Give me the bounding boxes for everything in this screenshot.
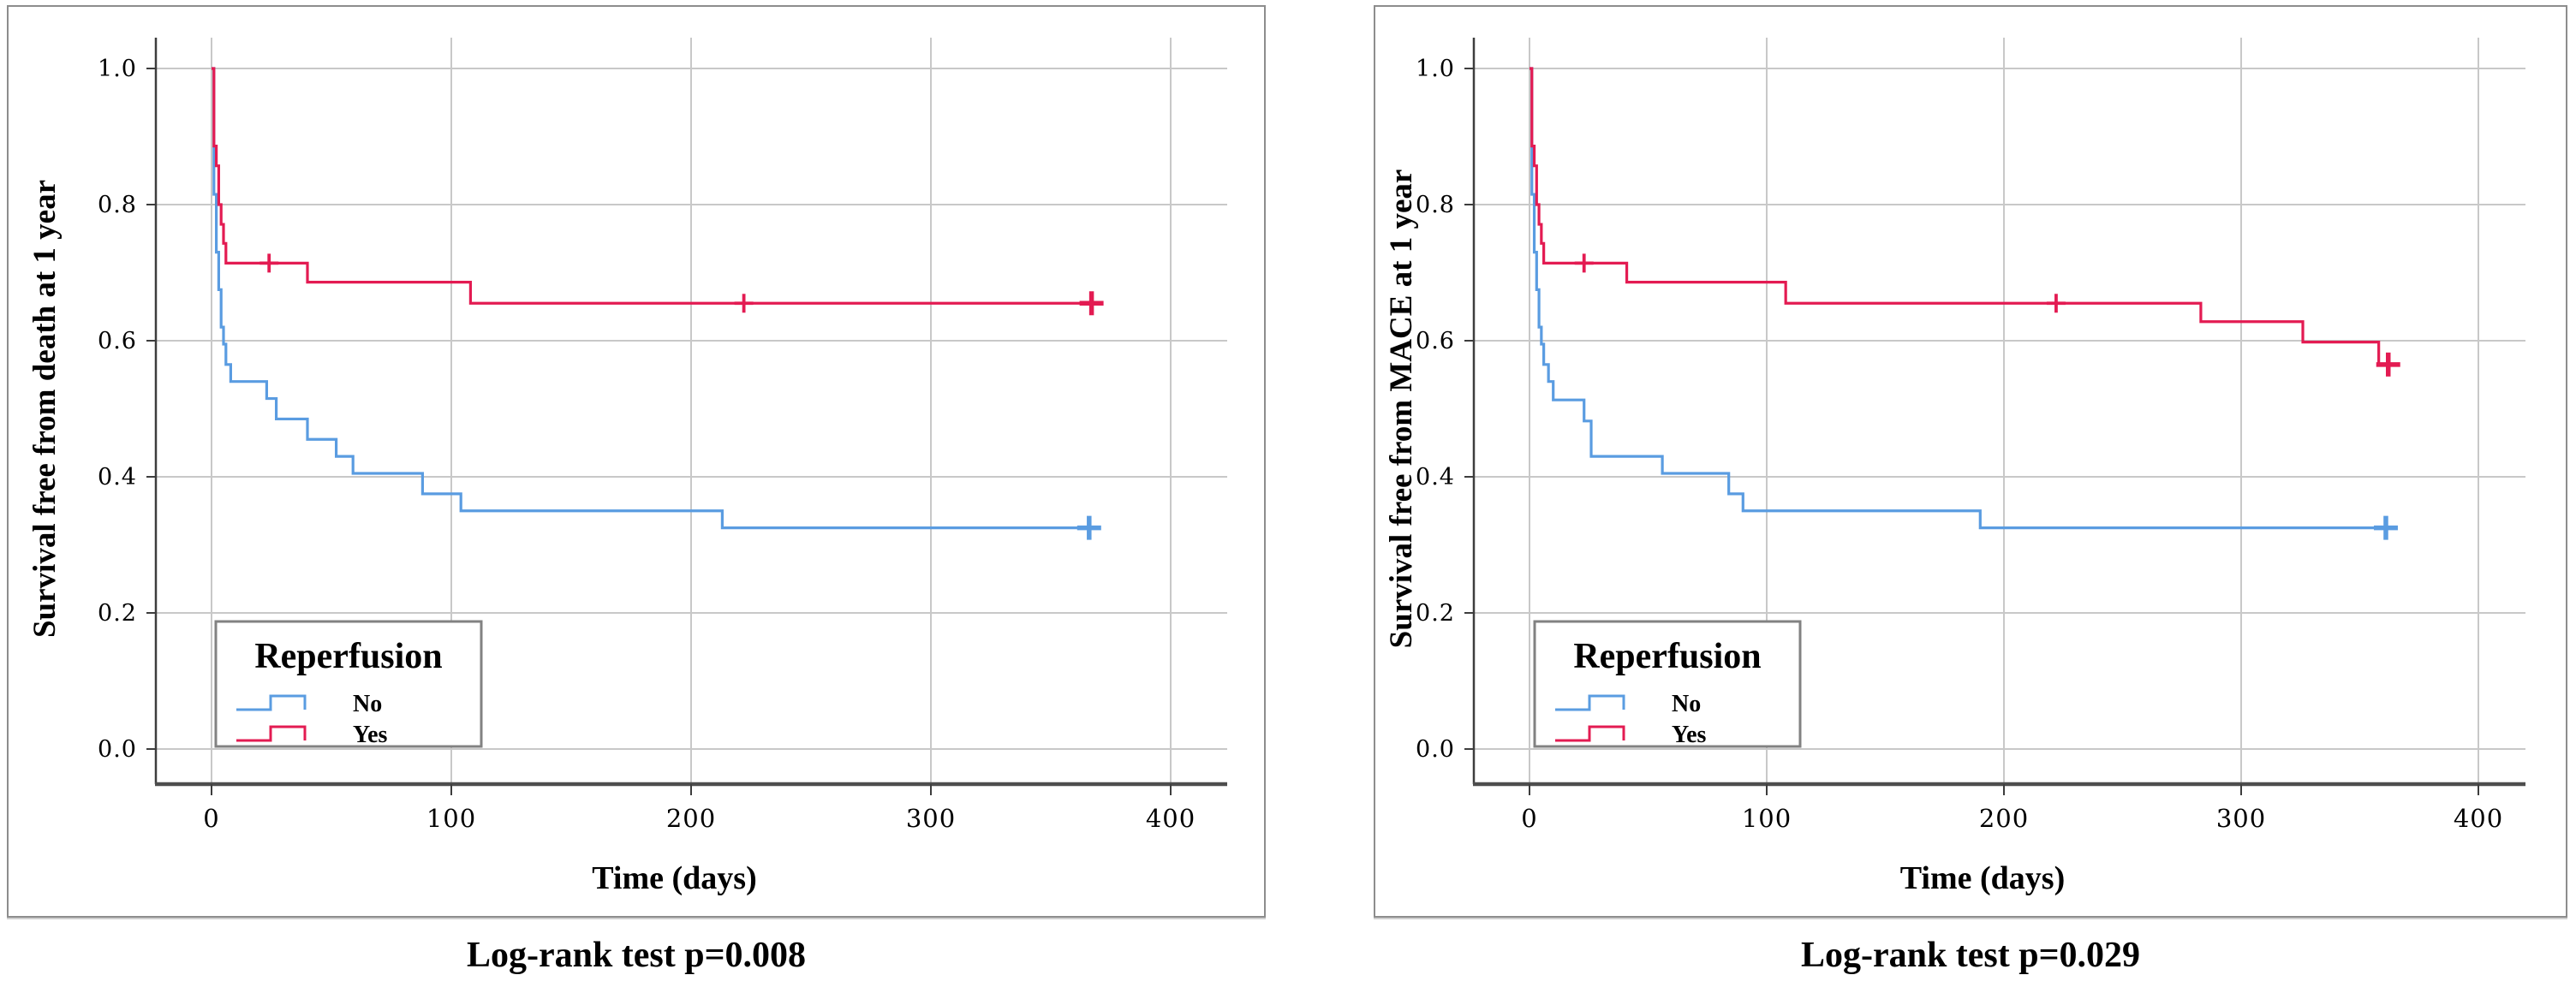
legend-label-no: No — [1672, 691, 1701, 717]
x-tick-label-300: 300 — [906, 804, 956, 833]
x-tick-label-0: 0 — [1521, 804, 1537, 833]
x-axis-title: Time (days) — [592, 860, 756, 896]
survival-curve-yes — [212, 67, 1092, 305]
censor-mark-no-day-361 — [2373, 515, 2398, 540]
legend-label-no: No — [353, 691, 382, 717]
km-panel-mace: 0.0 0.2 0.4 0.6 0.8 1.0 0 100 200 300 400 Survival … — [1374, 5, 2567, 918]
y-tick-label-0.6: 0.6 — [98, 328, 137, 354]
x-tick-label-200: 200 — [666, 804, 716, 833]
y-tick-label-0.8: 0.8 — [1416, 192, 1455, 218]
survival-curve-yes — [1530, 67, 2388, 366]
censor-mark-yes-day-222 — [734, 294, 754, 313]
censor-mark-yes-day-23 — [1574, 253, 1594, 273]
x-tick-label-200: 200 — [1979, 804, 2029, 833]
censor-mark-yes-day-367 — [1079, 291, 1104, 316]
y-tick-label-1: 1.0 — [98, 56, 137, 82]
y-tick-label-0: 0.0 — [98, 736, 137, 763]
y-tick-label-0: 0.0 — [1416, 736, 1455, 763]
x-axis-title: Time (days) — [1900, 860, 2065, 896]
legend-label-yes: Yes — [353, 722, 388, 748]
y-tick-label-0.2: 0.2 — [98, 600, 137, 627]
censor-mark-yes-day-24 — [259, 253, 279, 273]
km-panel-death: 0.0 0.2 0.4 0.6 0.8 1.0 0 100 200 300 400 Survival … — [7, 5, 1266, 918]
legend-title: Reperfusion — [254, 637, 442, 676]
x-tick-label-400: 400 — [1146, 804, 1196, 833]
legend-swatch-no — [1555, 694, 1625, 711]
x-tick-label-100: 100 — [426, 804, 476, 833]
y-tick-label-0.6: 0.6 — [1416, 328, 1455, 354]
survival-curve-no — [212, 67, 1089, 530]
y-tick-label-0.2: 0.2 — [1416, 600, 1455, 627]
km-chart-death: 0.0 0.2 0.4 0.6 0.8 1.0 0 100 200 300 400 Survival … — [27, 38, 1227, 896]
y-axis-title: Survival free from death at 1 year — [27, 180, 63, 638]
x-tick-label-300: 300 — [2216, 804, 2266, 833]
x-tick-label-0: 0 — [203, 804, 219, 833]
survival-curve-no — [1530, 67, 2386, 530]
legend-label-yes: Yes — [1672, 722, 1707, 748]
y-tick-label-1: 1.0 — [1416, 56, 1455, 82]
x-tick-label-100: 100 — [1742, 804, 1792, 833]
y-axis-title: Survival free from MACE at 1 year — [1384, 169, 1419, 649]
km-chart-mace: 0.0 0.2 0.4 0.6 0.8 1.0 0 100 200 300 400 Survival … — [1384, 38, 2525, 896]
censor-mark-yes-day-362 — [2376, 352, 2400, 377]
caption-logrank-mace: Log-rank test p=0.029 — [1800, 936, 2141, 975]
legend-box — [214, 620, 483, 748]
legend-swatch-yes — [1555, 725, 1625, 742]
legend-swatch-no — [236, 694, 307, 711]
legend-box — [1533, 620, 1802, 748]
y-tick-label-0.8: 0.8 — [98, 192, 137, 218]
censor-mark-yes-day-222 — [2046, 294, 2066, 313]
legend-swatch-yes — [236, 725, 307, 742]
y-tick-label-0.4: 0.4 — [98, 464, 137, 491]
legend-title: Reperfusion — [1573, 637, 1761, 676]
censor-mark-no-day-366 — [1076, 515, 1101, 540]
y-tick-label-0.4: 0.4 — [1416, 464, 1455, 491]
x-tick-label-400: 400 — [2454, 804, 2503, 833]
caption-logrank-death: Log-rank test p=0.008 — [466, 936, 807, 975]
